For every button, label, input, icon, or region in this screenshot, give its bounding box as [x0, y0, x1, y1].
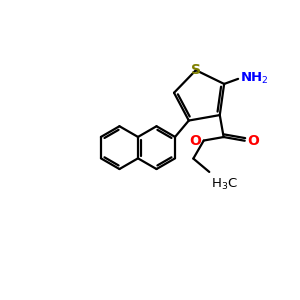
Text: S: S: [191, 63, 201, 77]
Text: H$_3$C: H$_3$C: [211, 177, 238, 192]
Text: O: O: [248, 134, 260, 148]
Text: NH$_2$: NH$_2$: [241, 71, 269, 86]
Text: O: O: [190, 134, 201, 148]
